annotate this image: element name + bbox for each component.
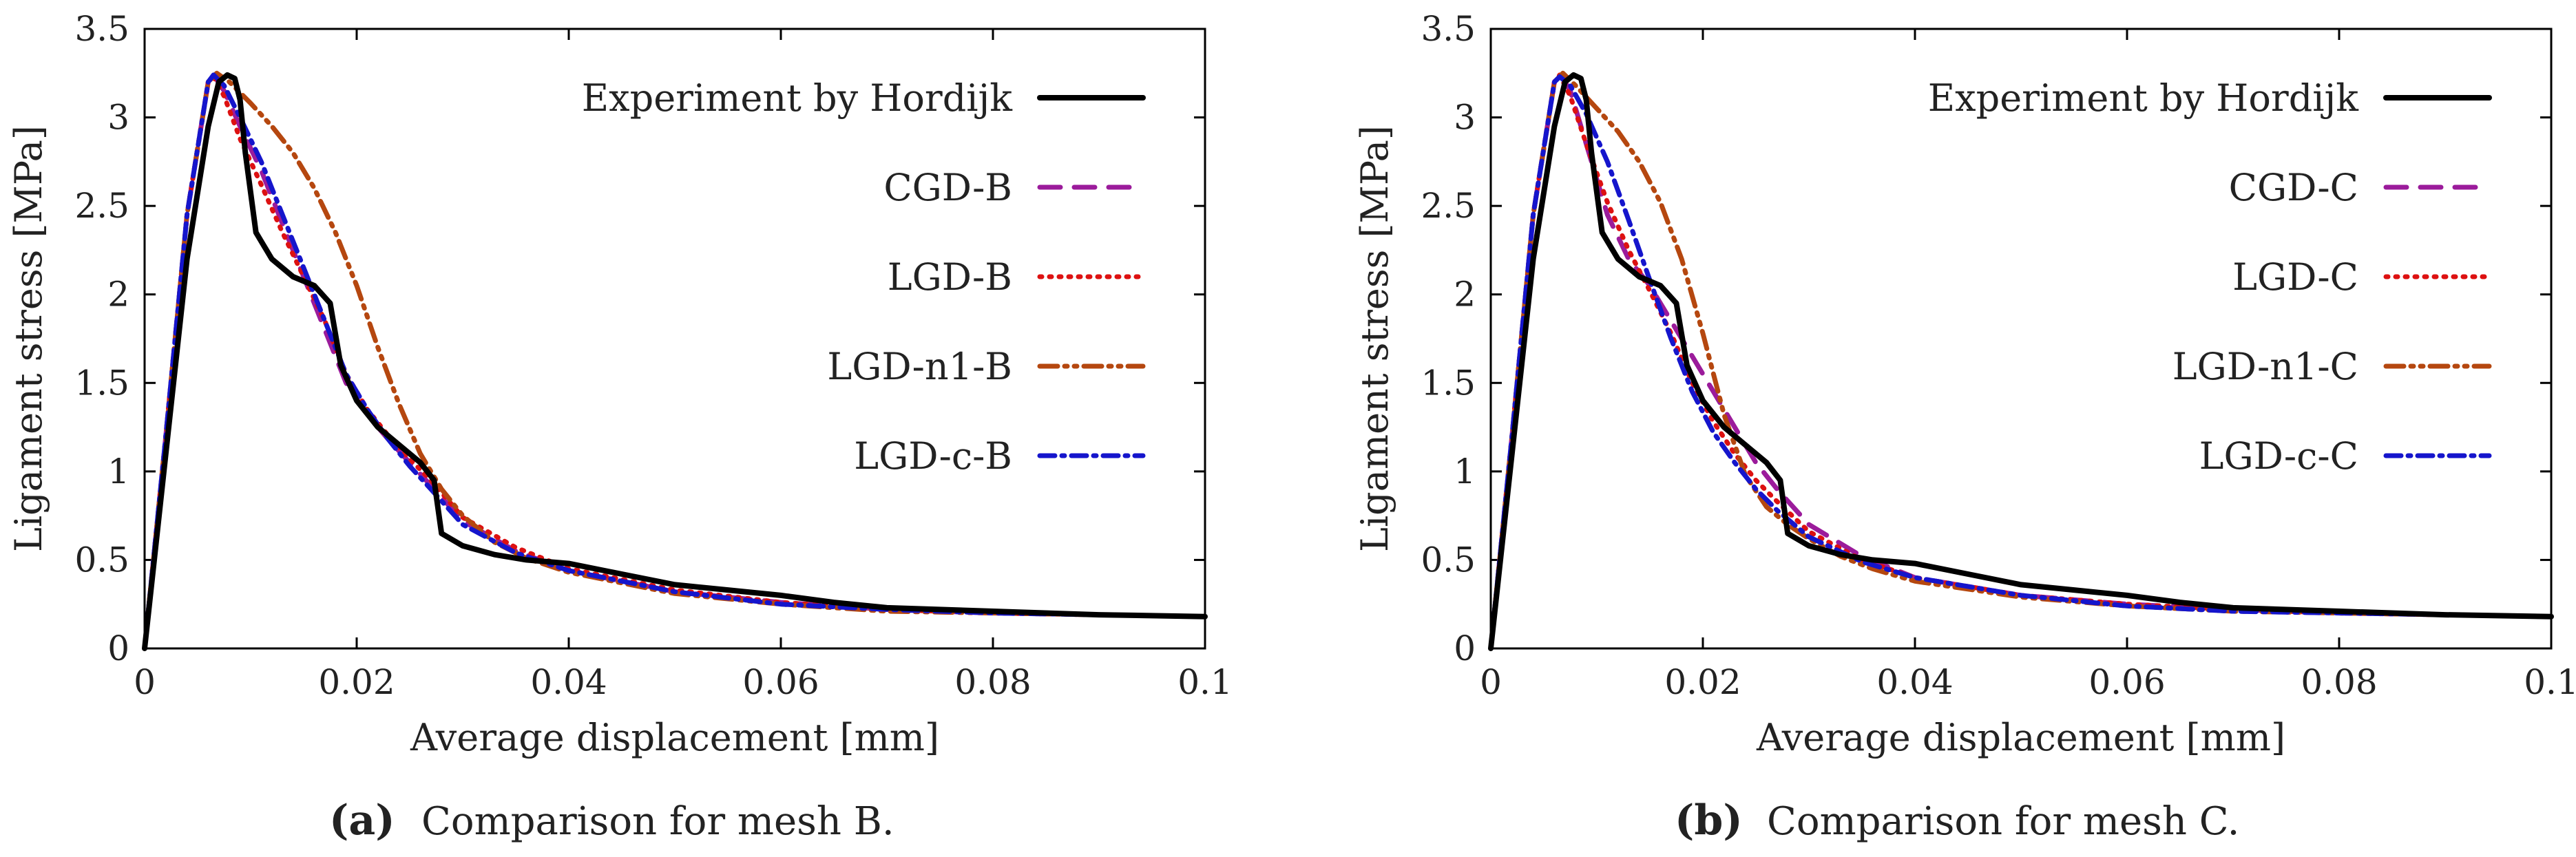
y-tick-label: 3.5 <box>74 9 129 49</box>
y-axis-label: Ligament stress [MPa] <box>7 125 50 552</box>
y-tick-label: 3 <box>107 98 129 138</box>
y-tick-label: 0.5 <box>74 540 129 580</box>
legend-label-lgd-b: LGD-B <box>888 255 1012 299</box>
legend-label-lgd-c-c: LGD-c-C <box>2199 434 2358 478</box>
series-line-cgd-b <box>142 72 1208 651</box>
x-ticks: 0 0.02 0.04 0.06 0.08 0.1 <box>134 29 1233 702</box>
y-tick-label: 1 <box>107 452 129 491</box>
caption: (b) Comparison for mesh C. <box>1675 796 2239 845</box>
y-ticks: 0 0.5 1 1.5 2 2.5 3 3.5 <box>74 9 1205 668</box>
x-tick-label: 0.02 <box>1664 662 1741 702</box>
legend-label-lgd-n1-b: LGD-n1-B <box>827 345 1012 388</box>
x-tick-label: 0.06 <box>2088 662 2165 702</box>
y-tick-label: 2.5 <box>1421 186 1476 226</box>
x-tick-label: 0.04 <box>1876 662 1953 702</box>
y-tick-label: 1.5 <box>1421 363 1476 403</box>
caption: (a) Comparison for mesh B. <box>329 796 894 845</box>
y-ticks: 0 0.5 1 1.5 2 2.5 3 3.5 <box>1421 9 2551 668</box>
x-tick-label: 0.04 <box>530 662 607 702</box>
series-line-lgd-c <box>1488 72 2554 651</box>
series-line-cgd-c <box>1488 70 2554 651</box>
panel-a: Ligament stress [MPa] Average displaceme… <box>7 9 1233 845</box>
legend-label-experiment-by-hordijk: Experiment by Hordijk <box>582 76 1014 120</box>
x-axis-label: Average displacement [mm] <box>410 716 939 759</box>
x-tick-label: 0.02 <box>318 662 395 702</box>
y-axis-label: Ligament stress [MPa] <box>1353 125 1396 552</box>
y-tick-label: 2.5 <box>74 186 129 226</box>
series-lines <box>142 70 1208 651</box>
plot-frame <box>1489 28 2553 650</box>
legend-label-lgd-n1-c: LGD-n1-C <box>2172 345 2358 388</box>
series-line-lgd-c-b <box>142 72 1208 651</box>
x-axis-label: Average displacement [mm] <box>1756 716 2285 759</box>
x-tick-label: 0.08 <box>954 662 1031 702</box>
series-line-lgd-n1-c <box>1488 70 2554 651</box>
y-tick-label: 0 <box>1454 628 1476 668</box>
caption-text: Comparison for mesh C. <box>1767 799 2239 844</box>
x-tick-label: 0.1 <box>2524 662 2576 702</box>
x-tick-label: 0 <box>134 662 156 702</box>
y-tick-label: 0 <box>107 628 129 668</box>
legend-label-lgd-c-b: LGD-c-B <box>854 434 1012 478</box>
legend-label-cgd-c: CGD-C <box>2229 166 2358 209</box>
x-tick-label: 0.06 <box>742 662 819 702</box>
x-tick-label: 0 <box>1480 662 1502 702</box>
y-tick-label: 3 <box>1454 98 1476 138</box>
series-line-lgd-b <box>142 74 1208 651</box>
caption-tag: (a) <box>329 796 395 845</box>
caption-tag: (b) <box>1675 796 1743 845</box>
series-line-lgd-n1-b <box>142 70 1208 651</box>
y-tick-label: 2 <box>107 275 129 315</box>
y-tick-label: 1.5 <box>74 363 129 403</box>
panel-b: Ligament stress [MPa] Average displaceme… <box>1353 9 2576 845</box>
y-tick-label: 2 <box>1454 275 1476 315</box>
y-tick-label: 1 <box>1454 452 1476 491</box>
x-tick-label: 0.1 <box>1177 662 1233 702</box>
series-line-experiment-by-hordijk <box>1488 72 2554 651</box>
plot-frame <box>143 28 1206 650</box>
caption-text: Comparison for mesh B. <box>421 799 894 844</box>
legend-label-experiment-by-hordijk: Experiment by Hordijk <box>1928 76 2360 120</box>
x-ticks: 0 0.02 0.04 0.06 0.08 0.1 <box>1480 29 2576 702</box>
series-lines <box>1488 70 2554 651</box>
legend-label-cgd-b: CGD-B <box>883 166 1012 209</box>
legend-label-lgd-c: LGD-C <box>2232 255 2358 299</box>
x-tick-label: 0.08 <box>2301 662 2377 702</box>
series-line-lgd-c-c <box>1488 74 2554 651</box>
series-line-experiment-by-hordijk <box>142 72 1208 651</box>
y-tick-label: 3.5 <box>1421 9 1476 49</box>
legend: Experiment by Hordijk CGD-B LGD-B LGD-n1-B L… <box>582 76 1146 478</box>
y-tick-label: 0.5 <box>1421 540 1476 580</box>
legend: Experiment by Hordijk CGD-C LGD-C LGD-n1-C L… <box>1928 76 2492 478</box>
